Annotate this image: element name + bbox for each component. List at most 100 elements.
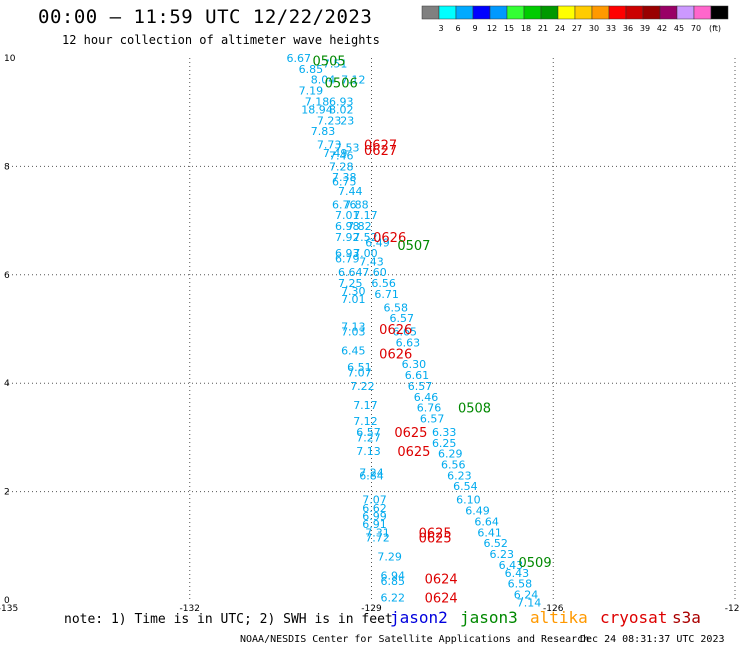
swh-value-label: 7.23 xyxy=(317,114,342,127)
swh-value-label: 7.13 xyxy=(356,445,381,458)
y-tick-label: 0 xyxy=(4,596,10,606)
colorbar-label: 36 xyxy=(623,24,633,33)
swh-value-label: 6.76 xyxy=(332,198,357,211)
swh-value-label: 6.56 xyxy=(441,459,466,472)
pass-time-label: 0627 xyxy=(364,139,397,154)
swh-value-label: 6.84 xyxy=(359,469,384,482)
swh-value-label: 7.52 xyxy=(353,231,378,244)
swh-value-label: 6.22 xyxy=(380,591,405,604)
swh-value-label: 7.83 xyxy=(311,125,336,138)
colorbar-swatch xyxy=(710,5,729,20)
pass-time-label: 0624 xyxy=(425,572,458,587)
swh-value-label: 6.43 xyxy=(499,559,524,572)
y-tick-label: 10 xyxy=(4,54,16,64)
pass-time-label: 0626 xyxy=(379,347,412,362)
swh-value-label: 7.88 xyxy=(344,198,369,211)
swh-value-label: 6.93 xyxy=(335,247,360,260)
pass-time-label: 0626 xyxy=(379,323,412,338)
swh-value-label: 6.30 xyxy=(402,358,427,371)
swh-value-label: 7.72 xyxy=(365,532,390,545)
x-tick-label: -126 xyxy=(543,604,564,614)
colorbar-label: 6 xyxy=(455,24,460,33)
x-tick-label: -132 xyxy=(180,604,200,614)
swh-value-label: 7.43 xyxy=(359,255,384,268)
colorbar-label: 70 xyxy=(691,24,701,33)
swh-value-label: 6.49 xyxy=(465,505,490,518)
swh-value-label: 6.85 xyxy=(380,575,405,588)
pass-time-label: 0627 xyxy=(364,144,397,159)
swh-value-label: 6.62 xyxy=(362,502,387,515)
swh-value-label: 7.17 xyxy=(353,209,378,222)
swh-value-label: 6.29 xyxy=(438,448,463,461)
swh-value-label: 7.13 xyxy=(341,320,366,333)
pass-time-label: 0508 xyxy=(458,402,491,417)
swh-value-label: 7.24 xyxy=(359,467,384,480)
y-tick-label: 6 xyxy=(4,271,10,281)
pass-time-label: 0626 xyxy=(373,231,406,246)
swh-value-label: 6.10 xyxy=(456,494,481,507)
swh-value-label: 6.85 xyxy=(299,63,324,76)
swh-value-label: 7.51 xyxy=(323,57,348,70)
swh-value-label: 7.01 xyxy=(335,209,360,222)
swh-value-label: 7.03 xyxy=(341,326,366,339)
swh-value-label: 7.38 xyxy=(332,171,357,184)
colorbar-unit: (ft) xyxy=(709,24,721,33)
swh-value-label: 6.58 xyxy=(383,301,408,314)
swh-value-label: 7.27 xyxy=(356,431,381,444)
colorbar-label: 42 xyxy=(657,24,667,33)
swh-value-label: 6.57 xyxy=(408,380,433,393)
swh-value-label: 6.52 xyxy=(483,537,508,550)
swh-value-label: 7.12 xyxy=(353,415,378,428)
swh-value-label: 6.61 xyxy=(405,369,430,382)
pass-time-label: 0625 xyxy=(419,532,452,547)
swh-value-label: 7.73 xyxy=(317,139,342,152)
x-tick-label: -123 xyxy=(725,604,740,614)
swh-value-label: 6.56 xyxy=(371,277,396,290)
legend-item-s3a: s3a xyxy=(672,608,701,627)
pass-time-label: 0625 xyxy=(394,426,427,441)
swh-value-label: 6.76 xyxy=(417,402,442,415)
swh-value-label: 6.57 xyxy=(390,312,415,325)
x-tick-label: -135 xyxy=(0,604,18,614)
colorbar-label: 30 xyxy=(589,24,599,33)
swh-value-label: 7.18 xyxy=(305,95,330,108)
swh-value-label: 6.57 xyxy=(356,426,381,439)
swh-value-label: 23 xyxy=(340,114,354,127)
swh-value-label: 6.93 xyxy=(329,95,354,108)
swh-value-label: 6.25 xyxy=(432,437,457,450)
swh-value-label: 6.51 xyxy=(347,361,372,374)
swh-value-label: 6.24 xyxy=(514,589,539,602)
swh-value-label: 6.46 xyxy=(414,391,439,404)
colorbar-label: 33 xyxy=(606,24,616,33)
swh-value-label: 7.31 xyxy=(365,526,390,539)
swh-value-label: 7.53 xyxy=(335,141,360,154)
swh-value-label: 7.07 xyxy=(362,494,387,507)
swh-value-label: 7.30 xyxy=(341,285,366,298)
swh-value-label: 6.45 xyxy=(341,345,366,358)
colorbar-label: 21 xyxy=(538,24,548,33)
pass-time-label: 0509 xyxy=(519,556,552,571)
swh-value-label: 8.04 xyxy=(311,74,336,87)
swh-value-label: 6.99 xyxy=(362,510,387,523)
swh-value-label: 6.54 xyxy=(453,480,478,493)
swh-value-label: 6.71 xyxy=(374,288,399,301)
pass-time-label: 0506 xyxy=(325,76,358,91)
swh-value-label: 7.22 xyxy=(350,380,375,393)
pass-time-label: 0625 xyxy=(397,445,430,460)
chart-title: 00:00 — 11:59 UTC 12/22/2023 xyxy=(38,6,373,28)
swh-value-label: 6.67 xyxy=(287,52,312,65)
legend-item-cryosat: cryosat xyxy=(600,608,668,627)
colorbar-label: 12 xyxy=(487,24,497,33)
swh-value-label: 7.14 xyxy=(517,597,542,610)
swh-value-label: 7.17 xyxy=(353,399,378,412)
swh-value-label: 7.25 xyxy=(338,277,363,290)
colorbar-label: 27 xyxy=(572,24,582,33)
pass-time-label: 0507 xyxy=(397,239,430,254)
swh-value-label: 7.49 xyxy=(323,147,348,160)
chart-subtitle: 12 hour collection of altimeter wave hei… xyxy=(62,33,380,47)
swh-value-label: 6.43 xyxy=(505,567,530,580)
swh-value-label: 7.12 xyxy=(341,74,366,87)
swh-value-label: 7.29 xyxy=(377,551,402,564)
swh-value-label: 6.49 xyxy=(365,236,390,249)
